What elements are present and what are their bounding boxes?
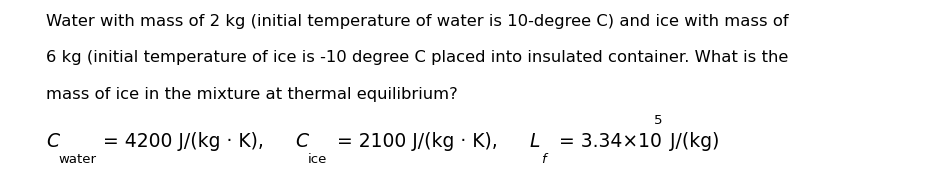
Text: $\mathit{L}$: $\mathit{L}$ bbox=[528, 132, 539, 151]
Text: 5: 5 bbox=[653, 114, 662, 127]
Text: ice: ice bbox=[307, 153, 327, 166]
Text: Water with mass of 2 kg (initial temperature of water is 10-degree C) and ice wi: Water with mass of 2 kg (initial tempera… bbox=[46, 14, 788, 29]
Text: = 2100 J/(kg · K),: = 2100 J/(kg · K), bbox=[331, 132, 498, 151]
Text: 6 kg (initial temperature of ice is -10 degree C placed into insulated container: 6 kg (initial temperature of ice is -10 … bbox=[46, 51, 788, 65]
Text: $\mathit{C}$: $\mathit{C}$ bbox=[295, 132, 310, 151]
Text: $\mathit{C}$: $\mathit{C}$ bbox=[46, 132, 61, 151]
Text: mass of ice in the mixture at thermal equilibrium?: mass of ice in the mixture at thermal eq… bbox=[46, 87, 457, 102]
Text: $\mathit{f}$: $\mathit{f}$ bbox=[540, 152, 549, 166]
Text: J/(kg): J/(kg) bbox=[664, 132, 719, 151]
Text: = 3.34×10: = 3.34×10 bbox=[553, 132, 662, 151]
Text: = 4200 J/(kg · K),: = 4200 J/(kg · K), bbox=[97, 132, 264, 151]
Text: water: water bbox=[59, 153, 97, 166]
